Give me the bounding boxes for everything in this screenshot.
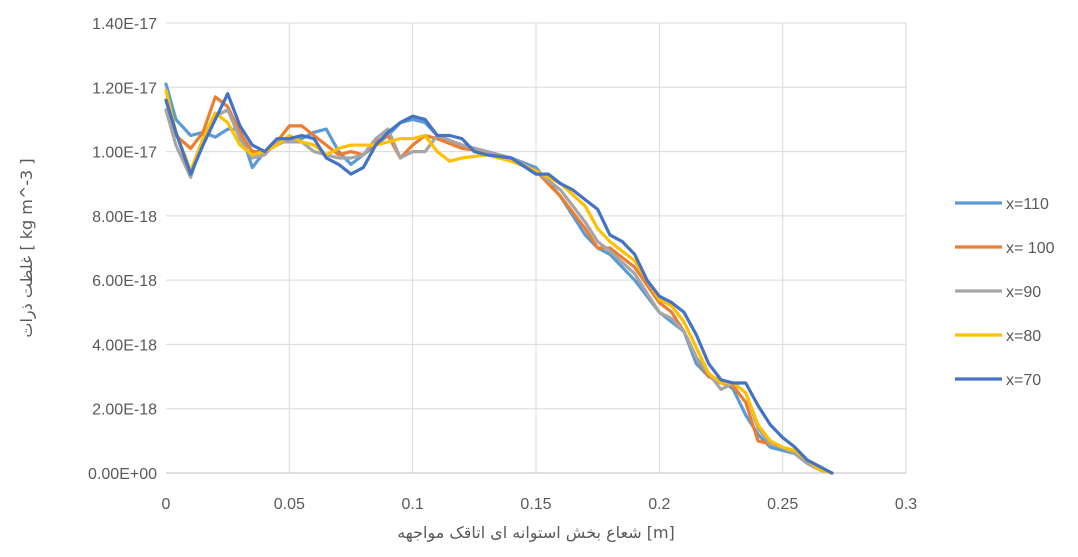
y-tick-label: 8.00E-18 xyxy=(92,209,157,226)
y-tick-label: 1.40E-17 xyxy=(92,16,157,33)
legend-label: x=80 xyxy=(1006,328,1041,345)
series-line xyxy=(164,92,834,475)
x-tick-label: 0.2 xyxy=(648,496,670,513)
y-axis-ticks: 0.00E+00 2.00E-18 4.00E-18 6.00E-18 8.00E-18… xyxy=(88,16,157,483)
y-tick-label: 0.00E+00 xyxy=(88,466,157,483)
y-tick-label: 2.00E-18 xyxy=(92,402,157,419)
series-line xyxy=(164,82,834,475)
x-tick-label: 0 xyxy=(162,496,171,513)
x-tick-label: 0.05 xyxy=(274,496,305,513)
series-line xyxy=(164,88,834,475)
series-lines xyxy=(164,82,834,475)
x-tick-label: 0.3 xyxy=(895,496,917,513)
series-line xyxy=(164,108,834,475)
legend-label: x=70 xyxy=(1006,372,1041,389)
legend-label: x=90 xyxy=(1006,284,1041,301)
legend-label: x=110 xyxy=(1006,196,1049,213)
grid-lines xyxy=(166,22,907,473)
y-tick-label: 1.20E-17 xyxy=(92,80,157,97)
x-axis-ticks: 0 0.05 0.1 0.15 0.2 0.25 0.3 xyxy=(162,496,918,513)
y-tick-label: 4.00E-18 xyxy=(92,337,157,354)
x-tick-label: 0.1 xyxy=(402,496,424,513)
x-tick-label: 0.25 xyxy=(767,496,798,513)
legend: x=110 x= 100 x=90 x=80 x=70 xyxy=(955,196,1055,389)
y-axis-label: غلظت ذرات [ kg m^-3 ] xyxy=(17,158,37,337)
y-tick-label: 1.00E-17 xyxy=(92,145,157,162)
legend-label: x= 100 xyxy=(1006,240,1055,257)
x-tick-label: 0.15 xyxy=(520,496,551,513)
y-tick-label: 6.00E-18 xyxy=(92,273,157,290)
x-axis-label: شعاع بخش استوانه ای اتاقک مواجهه [m] xyxy=(397,523,675,543)
